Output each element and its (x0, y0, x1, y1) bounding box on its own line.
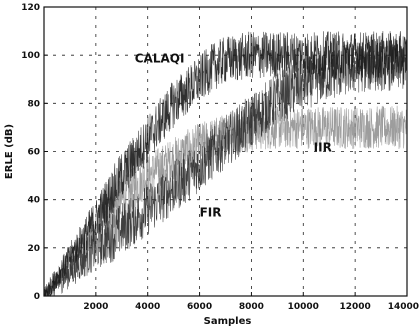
annotation-calaqi: CALAQI (135, 51, 185, 65)
series-line-fir (43, 38, 408, 297)
x-tick-label: 12000 (339, 302, 370, 312)
y-tick-label: 20 (27, 244, 40, 254)
axis-ticks: 2000 4000 6000 8000 10000 12000 14000 0 20 40 60 80… (21, 3, 419, 312)
series-group (43, 31, 408, 297)
y-axis-label: ERLE (dB) (4, 124, 15, 179)
y-tick-label: 80 (27, 99, 40, 109)
x-tick-label: 4000 (135, 302, 160, 312)
series-line-calaqi (43, 31, 408, 297)
x-tick-label: 14000 (388, 302, 419, 312)
x-tick-label: 6000 (187, 302, 212, 312)
x-axis-label: Samples (204, 316, 252, 327)
x-tick-label: 2000 (83, 302, 108, 312)
annotation-iir: IIR (314, 141, 332, 155)
y-tick-label: 60 (27, 148, 40, 158)
annotations: CALAQI IIR FIR (135, 51, 332, 219)
y-tick-label: 120 (21, 3, 40, 13)
y-tick-label: 100 (21, 51, 40, 61)
y-tick-label: 0 (34, 292, 40, 302)
annotation-fir: FIR (200, 206, 222, 220)
y-tick-label: 40 (27, 196, 40, 206)
x-tick-label: 8000 (239, 302, 264, 312)
x-tick-label: 10000 (288, 302, 319, 312)
